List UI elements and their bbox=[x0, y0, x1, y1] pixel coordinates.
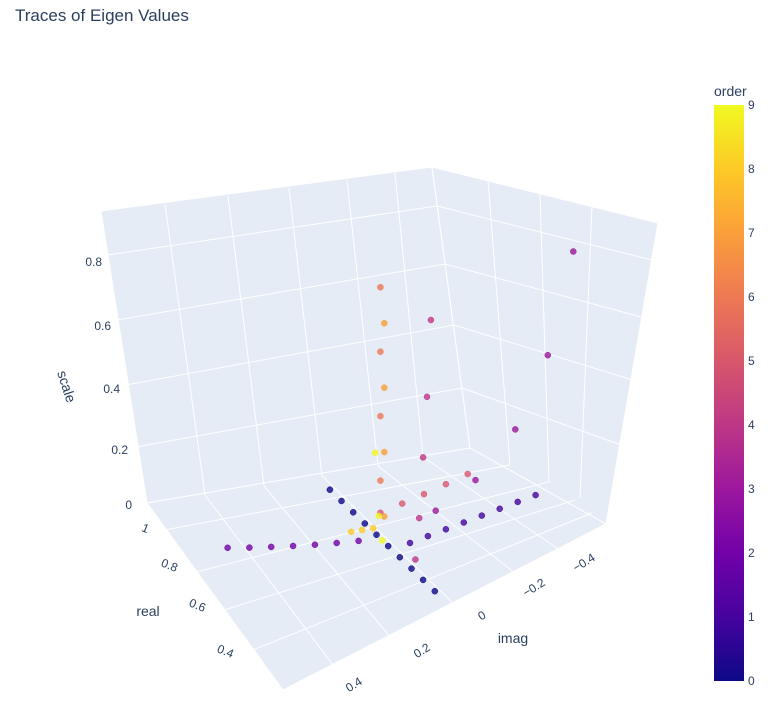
y-tick: 0.6 bbox=[187, 596, 208, 615]
data-point[interactable] bbox=[570, 248, 577, 255]
data-point[interactable] bbox=[375, 512, 382, 520]
data-point[interactable] bbox=[532, 491, 539, 499]
x-tick: 0.2 bbox=[411, 640, 433, 661]
colorbar-tick: 5 bbox=[748, 354, 755, 368]
x-tick: 0.4 bbox=[343, 674, 365, 695]
z-tick: 0.4 bbox=[103, 382, 120, 396]
data-point[interactable] bbox=[267, 543, 275, 551]
z-tick: 0.6 bbox=[94, 319, 111, 333]
data-point[interactable] bbox=[432, 507, 439, 514]
data-point[interactable] bbox=[472, 476, 479, 484]
data-point[interactable] bbox=[419, 454, 427, 461]
colorbar-tick: 7 bbox=[748, 226, 755, 240]
data-point[interactable] bbox=[311, 541, 319, 548]
chart-title: Traces of Eigen Values bbox=[15, 6, 189, 25]
data-point[interactable] bbox=[408, 565, 415, 572]
data-point[interactable] bbox=[419, 576, 427, 584]
colorbar-title: order bbox=[714, 83, 747, 99]
data-point[interactable] bbox=[431, 587, 439, 595]
data-point[interactable] bbox=[381, 513, 388, 520]
data-point[interactable] bbox=[381, 319, 388, 327]
z-tick: 0.2 bbox=[111, 443, 128, 457]
data-point[interactable] bbox=[377, 283, 384, 291]
y-tick: 0.8 bbox=[159, 556, 180, 575]
x-axis-title: imag bbox=[498, 630, 528, 646]
data-point[interactable] bbox=[246, 544, 253, 551]
z-tick: 0.8 bbox=[85, 255, 102, 269]
data-point[interactable] bbox=[420, 490, 428, 498]
colorbar-tick: 0 bbox=[748, 674, 755, 688]
data-point[interactable] bbox=[442, 480, 450, 488]
data-point[interactable] bbox=[460, 519, 468, 526]
data-point[interactable] bbox=[379, 537, 386, 544]
data-point[interactable] bbox=[361, 520, 369, 527]
data-point[interactable] bbox=[369, 524, 377, 532]
data-point[interactable] bbox=[381, 448, 388, 456]
data-point[interactable] bbox=[423, 393, 431, 401]
data-point[interactable] bbox=[514, 498, 521, 506]
data-point[interactable] bbox=[377, 477, 384, 484]
data-point[interactable] bbox=[442, 526, 450, 533]
data-point[interactable] bbox=[224, 544, 231, 552]
z-axis-title: scale bbox=[54, 368, 79, 404]
data-point[interactable] bbox=[371, 449, 379, 457]
grid-lines bbox=[107, 172, 653, 666]
data-point[interactable] bbox=[406, 539, 414, 547]
x-tick: −0.2 bbox=[520, 575, 548, 600]
colorbar-tick: 3 bbox=[748, 482, 755, 496]
y-tick: 1 bbox=[140, 521, 152, 537]
data-point[interactable] bbox=[349, 509, 357, 516]
data-point[interactable] bbox=[412, 556, 419, 563]
colorbar-tick: 6 bbox=[748, 290, 755, 304]
y-axis-title: real bbox=[136, 603, 159, 619]
data-point[interactable] bbox=[358, 526, 366, 534]
data-point[interactable] bbox=[424, 532, 432, 540]
data-point[interactable] bbox=[338, 497, 345, 505]
data-point[interactable] bbox=[544, 351, 552, 359]
x-tick: −0.4 bbox=[570, 550, 598, 575]
x-tick: 0 bbox=[475, 608, 488, 624]
data-point[interactable] bbox=[377, 412, 384, 420]
data-point[interactable] bbox=[396, 554, 404, 561]
data-point[interactable] bbox=[289, 542, 297, 550]
data-point[interactable] bbox=[384, 542, 392, 550]
z-tick: 0 bbox=[125, 498, 132, 512]
data-point[interactable] bbox=[398, 500, 406, 507]
data-point[interactable] bbox=[427, 316, 435, 324]
data-point[interactable] bbox=[377, 348, 384, 355]
data-point[interactable] bbox=[496, 505, 503, 513]
floor bbox=[146, 447, 608, 691]
colorbar-tick: 1 bbox=[748, 610, 755, 624]
markers bbox=[224, 248, 577, 595]
colorbar-tick: 2 bbox=[748, 546, 755, 560]
data-point[interactable] bbox=[478, 512, 486, 519]
data-point[interactable] bbox=[333, 539, 340, 547]
wall-left bbox=[100, 166, 471, 504]
y-tick: 0.4 bbox=[215, 642, 236, 661]
data-point[interactable] bbox=[464, 470, 471, 478]
colorbar-tick: 4 bbox=[748, 418, 755, 432]
data-point[interactable] bbox=[415, 514, 423, 522]
colorbar-ticks: 0 1 2 3 4 5 6 7 8 9 bbox=[748, 98, 755, 688]
colorbar-tick: 8 bbox=[748, 162, 755, 176]
data-point[interactable] bbox=[381, 384, 388, 391]
colorbar-tick: 9 bbox=[748, 98, 755, 112]
data-point[interactable] bbox=[512, 426, 519, 433]
data-point[interactable] bbox=[373, 531, 380, 539]
data-point[interactable] bbox=[347, 528, 355, 536]
colorbar[interactable] bbox=[714, 105, 744, 681]
data-point[interactable] bbox=[355, 537, 362, 545]
data-point[interactable] bbox=[326, 486, 334, 493]
